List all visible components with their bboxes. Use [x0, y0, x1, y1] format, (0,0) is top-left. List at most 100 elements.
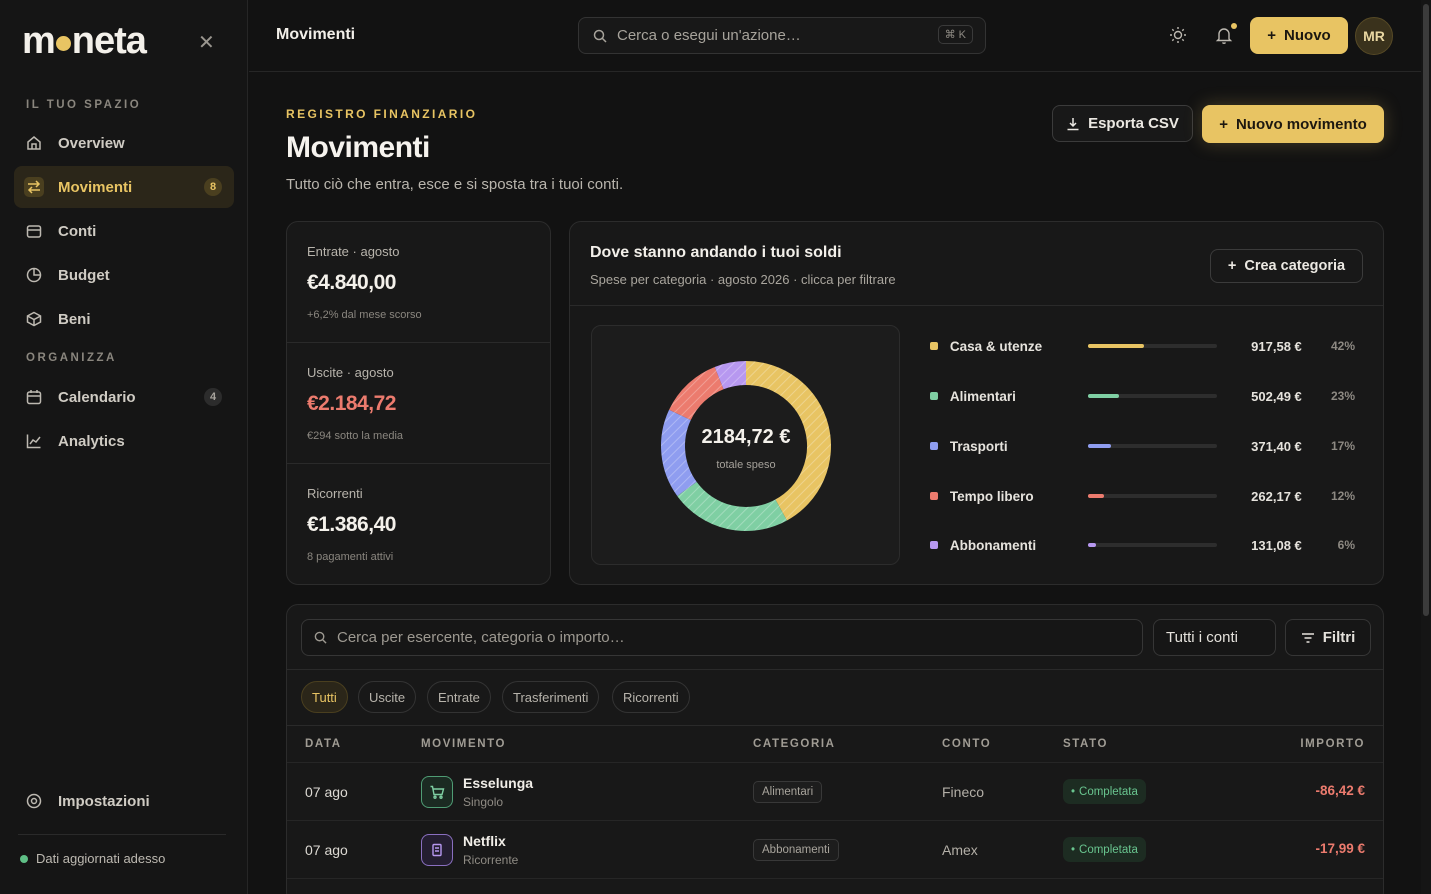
- legend-item[interactable]: Abbonamenti 131,08 € 6%: [930, 535, 1355, 555]
- sidebar-item-conti[interactable]: Conti: [14, 210, 234, 252]
- legend-item[interactable]: Alimentari 502,49 € 23%: [930, 386, 1355, 406]
- column-header-movement[interactable]: MOVIMENTO: [421, 738, 507, 750]
- stat-note: +6,2% dal mese scorso: [307, 309, 422, 321]
- close-sidebar-icon[interactable]: ✕: [198, 32, 215, 54]
- shortcut-hint: ⌘ K: [937, 25, 973, 44]
- stat-value: €4.840,00: [307, 271, 396, 294]
- column-header-account[interactable]: CONTO: [942, 738, 992, 750]
- account-select[interactable]: Tutti i conti: [1153, 619, 1276, 656]
- scrollbar[interactable]: [1421, 0, 1431, 894]
- legend-label: Abbonamenti: [949, 537, 1037, 553]
- tab-entrate[interactable]: Entrate: [427, 681, 491, 713]
- sidebar-item-label: Beni: [58, 310, 91, 328]
- new-movement-label: Nuovo movimento: [1235, 115, 1367, 133]
- divider: [570, 305, 1383, 306]
- status-badge: • Completata: [1063, 779, 1146, 804]
- sidebar-item-label: Overview: [58, 134, 125, 152]
- global-search-input[interactable]: Cerca o esegui un'azione… ⌘ K: [578, 17, 986, 54]
- legend-label: Tempo libero: [949, 488, 1034, 504]
- summary-card: Entrate · agosto €4.840,00 +6,2% dal mes…: [286, 221, 551, 585]
- scrollbar-thumb[interactable]: [1423, 4, 1429, 616]
- tab-ricorrenti[interactable]: Ricorrenti: [612, 681, 690, 713]
- sidebar-item-analytics[interactable]: Analytics: [14, 420, 234, 462]
- row-amount: -86,42 €: [1315, 783, 1365, 798]
- search-icon: [314, 631, 327, 644]
- new-button[interactable]: + Nuovo: [1250, 17, 1348, 54]
- legend-item[interactable]: Tempo libero 262,17 € 12%: [930, 486, 1355, 506]
- theme-toggle-icon[interactable]: [1168, 25, 1188, 45]
- filters-button[interactable]: Filtri: [1285, 619, 1371, 656]
- transaction-search-input[interactable]: Cerca per esercente, categoria o importo…: [301, 619, 1143, 656]
- export-csv-label: Esporta CSV: [1088, 115, 1179, 132]
- legend-amount: 917,58 €: [1251, 338, 1302, 354]
- pie-icon: [24, 265, 44, 285]
- legend-amount: 502,49 €: [1251, 388, 1302, 404]
- legend-percent: 23%: [1330, 389, 1356, 403]
- row-date: 07 ago: [305, 784, 348, 800]
- legend-item[interactable]: Trasporti 371,40 € 17%: [930, 436, 1355, 456]
- legend-percent: 17%: [1330, 439, 1356, 453]
- count-badge: 8: [204, 178, 222, 196]
- legend-item[interactable]: Casa & utenze 917,58 € 42%: [930, 336, 1355, 356]
- legend-percent: 12%: [1330, 489, 1356, 503]
- calendar-icon: [24, 387, 44, 407]
- spending-title: Dove stanno andando i tuoi soldi: [590, 244, 842, 261]
- avatar[interactable]: MR: [1355, 17, 1393, 55]
- legend-bar-fill: [1087, 543, 1096, 547]
- legend-bar-fill: [1087, 344, 1144, 348]
- count-badge: 4: [204, 388, 222, 406]
- row-amount: -17,99 €: [1315, 841, 1365, 856]
- legend-dot-icon: [930, 541, 938, 549]
- row-date: 07 ago: [305, 842, 348, 858]
- merchant-name: Netflix: [463, 833, 506, 849]
- column-header-status[interactable]: STATO: [1063, 738, 1109, 750]
- status-text: Completata: [1079, 785, 1138, 798]
- sidebar-item-calendario[interactable]: Calendario 4: [14, 376, 234, 418]
- create-category-button[interactable]: + Crea categoria: [1210, 249, 1363, 283]
- donut-hatch: [714, 361, 747, 390]
- topbar: Movimenti Cerca o esegui un'azione… ⌘ K …: [249, 0, 1421, 72]
- status-badge: • Completata: [1063, 837, 1146, 862]
- stat-expenses: Uscite · agosto €2.184,72 €294 sotto la …: [287, 343, 550, 464]
- sidebar-item-settings[interactable]: Impostazioni: [14, 780, 234, 822]
- transactions-card: Cerca per esercente, categoria o importo…: [286, 604, 1384, 894]
- stat-label: Uscite · agosto: [307, 365, 394, 380]
- plus-icon: +: [1267, 27, 1277, 44]
- home-icon: [24, 133, 44, 153]
- category-tag[interactable]: Abbonamenti: [753, 839, 839, 861]
- filter-icon: [1301, 631, 1315, 645]
- tab-tutti[interactable]: Tutti: [301, 681, 348, 713]
- table-row[interactable]: 07 ago Esselunga Singolo Alimentari Fine…: [287, 762, 1383, 820]
- sidebar-item-movimenti[interactable]: Movimenti 8: [14, 166, 234, 208]
- receipt-icon: [421, 834, 453, 866]
- donut-chart: 2184,72 € totale speso: [661, 361, 831, 531]
- tab-trasferimenti[interactable]: Trasferimenti: [502, 681, 600, 713]
- sidebar-item-budget[interactable]: Budget: [14, 254, 234, 296]
- merchant-type: Singolo: [463, 795, 504, 809]
- donut-hatch: [661, 409, 697, 496]
- sidebar-item-beni[interactable]: Beni: [14, 298, 234, 340]
- table-row[interactable]: 07 ago Netflix Ricorrente Abbonamenti Am…: [287, 820, 1383, 878]
- bell-icon[interactable]: [1214, 25, 1234, 45]
- sidebar-item-overview[interactable]: Overview: [14, 122, 234, 164]
- donut-hatch: [677, 481, 787, 531]
- logo[interactable]: m neta: [22, 20, 147, 62]
- legend-bar: [1087, 394, 1218, 398]
- merchant-type: Ricorrente: [463, 853, 519, 867]
- category-tag[interactable]: Alimentari: [753, 781, 823, 803]
- export-csv-button[interactable]: Esporta CSV: [1052, 105, 1193, 142]
- tab-uscite[interactable]: Uscite: [358, 681, 417, 713]
- legend-dot-icon: [930, 392, 938, 400]
- notification-dot: [1231, 23, 1237, 29]
- table-row[interactable]: [287, 878, 1383, 894]
- legend-dot-icon: [930, 342, 938, 350]
- stat-recurring: Ricorrenti €1.386,40 8 pagamenti attivi: [287, 464, 550, 585]
- column-header-amount[interactable]: IMPORTO: [1300, 738, 1365, 750]
- section-label-organize: ORGANIZZA: [26, 352, 117, 364]
- new-movement-button[interactable]: + Nuovo movimento: [1202, 105, 1384, 143]
- stat-value: €1.386,40: [307, 513, 396, 536]
- column-header-category[interactable]: CATEGORIA: [753, 738, 836, 750]
- column-header-date[interactable]: DATA: [305, 738, 342, 750]
- spending-card: Dove stanno andando i tuoi soldi Spese p…: [569, 221, 1384, 585]
- legend-percent: 42%: [1330, 339, 1356, 353]
